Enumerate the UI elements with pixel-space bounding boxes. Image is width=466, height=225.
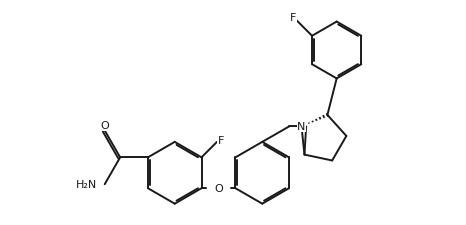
Text: H₂N: H₂N: [76, 179, 97, 189]
Text: O: O: [214, 183, 223, 193]
Text: O: O: [100, 120, 109, 130]
Text: F: F: [218, 136, 224, 146]
Text: N: N: [297, 122, 306, 132]
Text: F: F: [290, 13, 297, 23]
